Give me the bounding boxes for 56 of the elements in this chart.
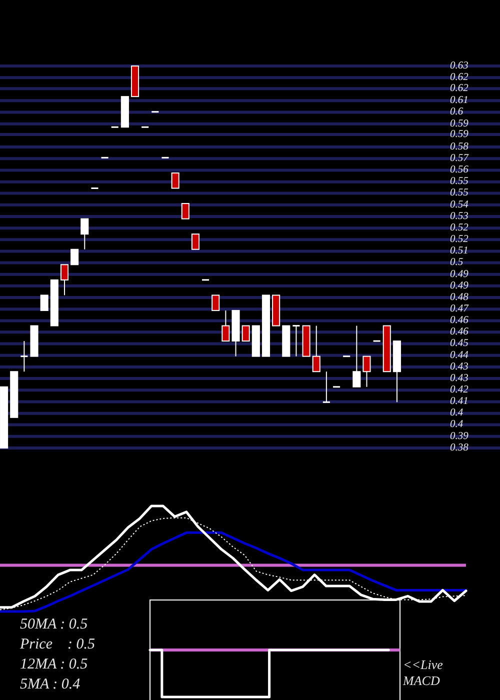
y-tick-label: 0.59 bbox=[450, 128, 470, 140]
y-tick-label: 0.46 bbox=[450, 326, 470, 338]
y-tick-label: 0.52 bbox=[450, 234, 470, 245]
candlestick bbox=[171, 172, 180, 189]
y-tick-label: 0.44 bbox=[450, 350, 470, 361]
y-tick-label: 0.61 bbox=[450, 95, 468, 106]
y-tick-label: 0.6 bbox=[450, 106, 464, 118]
candlestick bbox=[70, 248, 79, 266]
y-tick-label: 0.49 bbox=[450, 280, 470, 292]
candlestick bbox=[191, 234, 200, 250]
candlestick bbox=[40, 294, 48, 311]
text: 5MA : 0.4 bbox=[20, 676, 81, 692]
candlestick bbox=[292, 325, 300, 357]
text: MACD bbox=[402, 672, 440, 688]
y-tick-label: 0.54 bbox=[450, 199, 470, 210]
y-tick-label: 0.53 bbox=[450, 210, 468, 222]
candlestick bbox=[322, 371, 331, 403]
candlestick bbox=[222, 310, 230, 342]
y-tick-label: 0.5 bbox=[450, 257, 464, 268]
candlestick bbox=[312, 325, 320, 372]
y-tick-label: 0.49 bbox=[450, 268, 470, 280]
y-tick-label: 0.62 bbox=[450, 83, 470, 94]
y-tick-label: 0.48 bbox=[450, 292, 470, 303]
y-tick-label: 0.55 bbox=[450, 176, 468, 188]
candlestick bbox=[362, 356, 371, 388]
y-tick-label: 0.46 bbox=[450, 315, 470, 326]
y-tick-label: 0.4 bbox=[450, 408, 464, 419]
text: Price : 0.5 bbox=[19, 636, 96, 652]
candlestick bbox=[60, 264, 69, 296]
y-tick-label: 0.56 bbox=[450, 164, 470, 176]
y-tick-label: 0.41 bbox=[450, 396, 468, 408]
y-tick-label: 0.43 bbox=[450, 361, 468, 372]
y-tick-label: 0.39 bbox=[450, 430, 470, 442]
y-tick-label: 0.4 bbox=[450, 419, 464, 430]
y-tick-label: 0.42 bbox=[450, 384, 470, 396]
y-tick-label: 0.47 bbox=[450, 304, 470, 315]
y-tick-label: 0.58 bbox=[450, 141, 470, 152]
y-tick-label: 0.52 bbox=[450, 222, 470, 234]
y-tick-label: 0.38 bbox=[450, 442, 470, 454]
y-tick-label: 0.62 bbox=[450, 72, 470, 84]
candlestick bbox=[20, 340, 28, 372]
candlestick bbox=[212, 294, 220, 311]
text: <<Live bbox=[403, 656, 444, 672]
y-tick-label: 0.63 bbox=[450, 60, 468, 72]
y-tick-label: 0.45 bbox=[450, 338, 468, 350]
text: 50MA : 0.5 bbox=[20, 616, 88, 632]
candlestick bbox=[181, 203, 190, 220]
candlestick bbox=[242, 325, 250, 342]
candlestick bbox=[352, 325, 361, 388]
y-tick-label: 0.51 bbox=[450, 246, 468, 257]
y-tick-label: 0.57 bbox=[450, 153, 470, 164]
text: 12MA : 0.5 bbox=[20, 656, 88, 672]
candlestick bbox=[80, 218, 89, 250]
y-tick-label: 0.59 bbox=[450, 118, 470, 130]
y-tick-label: 0.43 bbox=[450, 372, 468, 384]
y-tick-label: 0.55 bbox=[450, 188, 468, 199]
